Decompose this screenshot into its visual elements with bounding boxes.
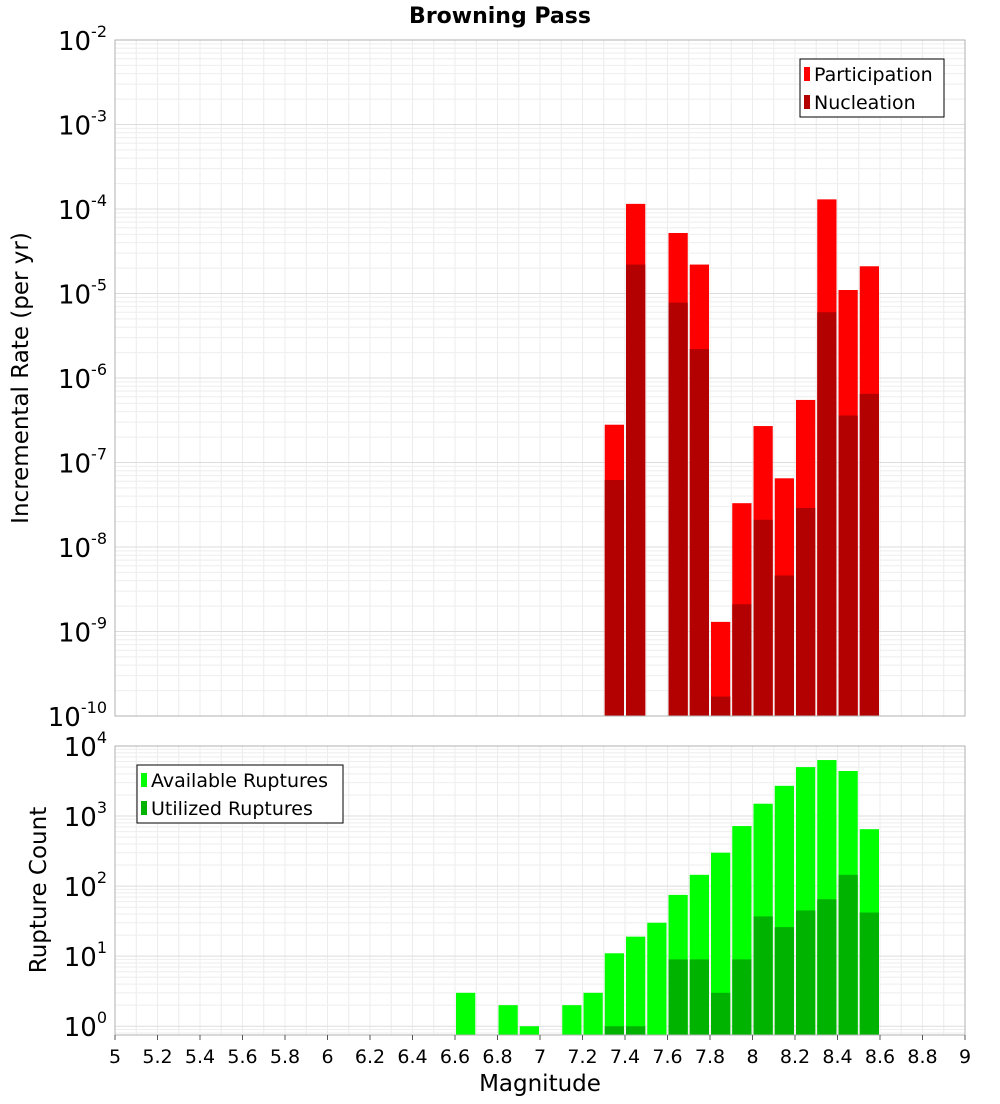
x-tick-label: 6.6: [440, 1046, 470, 1068]
top-y-ticks: 10-10 10-9 10-8 10-7 10-6 10-5 10-4 10-3 10-2: [48, 22, 107, 733]
bottom-y-tick-label: 101: [64, 938, 107, 973]
top-y-tick-label: 10-7: [58, 445, 107, 480]
bottom-bar-available-ruptures: [498, 1005, 518, 1035]
bottom-y-axis-label: Rupture Count: [26, 807, 52, 973]
top-bar-nucleation: [604, 480, 624, 716]
x-tick-label: 6.8: [482, 1046, 512, 1068]
top-legend-label: Participation: [814, 64, 933, 86]
bottom-bar-utilized-ruptures: [859, 912, 879, 1035]
x-tick-label: 5.4: [185, 1046, 215, 1068]
x-tick-label: 5: [109, 1046, 121, 1068]
top-bar-nucleation: [796, 507, 816, 716]
bottom-bar-utilized-ruptures: [817, 899, 837, 1035]
top-y-tick-label: 10-4: [58, 191, 107, 226]
top-legend: Participation Nucleation: [799, 58, 945, 118]
bottom-legend-label: Utilized Ruptures: [151, 798, 313, 820]
bottom-bar-utilized-ruptures: [668, 959, 688, 1035]
bottom-bar-utilized-ruptures: [689, 959, 709, 1035]
top-bar-nucleation: [753, 519, 773, 716]
top-y-tick-label: 10-6: [58, 360, 107, 395]
bottom-bar-utilized-ruptures: [838, 874, 858, 1035]
x-tick-label: 5.6: [227, 1046, 257, 1068]
x-tick-label: 8: [746, 1046, 758, 1068]
top-plot: 10-10 10-9 10-8 10-7 10-6 10-5 10-4 10-3 10-2 Par…: [48, 22, 966, 733]
top-bar-nucleation: [626, 264, 646, 716]
top-legend-swatch: [804, 95, 810, 109]
top-y-tick-label: 10-2: [58, 22, 107, 57]
bottom-bar-available-ruptures: [583, 992, 603, 1035]
top-y-tick-label: 10-8: [58, 529, 107, 564]
top-bar-nucleation: [732, 604, 752, 716]
bottom-bar-utilized-ruptures: [753, 916, 773, 1035]
top-y-tick-label: 10-9: [58, 614, 107, 649]
top-grid: [114, 40, 966, 717]
top-legend-label: Nucleation: [814, 92, 916, 114]
x-ticks: 5 5.2 5.4 5.6 5.8 6 6.2 6.4 6.6 6.8 7 7.2 7.4 7.6 7.8 8…: [109, 1035, 971, 1068]
top-plot-border: [114, 39, 966, 717]
bottom-bar-available-ruptures: [647, 922, 667, 1035]
top-y-tick-label: 10-5: [58, 276, 107, 311]
top-bar-nucleation: [859, 393, 879, 716]
bottom-bar-utilized-ruptures: [774, 927, 794, 1035]
x-tick-label: 8.4: [822, 1046, 852, 1068]
bottom-legend-swatch: [141, 773, 147, 787]
x-tick-label: 6: [321, 1046, 333, 1068]
bottom-bar-utilized-ruptures: [796, 910, 816, 1035]
bottom-bar-available-ruptures: [711, 852, 731, 1035]
x-tick-label: 6.2: [355, 1046, 385, 1068]
bottom-bar-utilized-ruptures: [604, 1026, 624, 1035]
x-tick-label: 5.8: [270, 1046, 300, 1068]
bottom-bar-available-ruptures: [456, 992, 476, 1035]
x-tick-label: 9: [959, 1046, 971, 1068]
top-bar-nucleation: [774, 575, 794, 716]
x-tick-label: 6.4: [397, 1046, 427, 1068]
bottom-y-tick-label: 100: [64, 1008, 107, 1043]
x-tick-label: 7: [534, 1046, 546, 1068]
bottom-bar-available-ruptures: [519, 1026, 539, 1035]
x-axis-label: Magnitude: [479, 1071, 601, 1097]
x-tick-label: 7.2: [567, 1046, 597, 1068]
top-y-tick-label: 10-3: [58, 107, 107, 142]
top-bar-nucleation: [668, 302, 688, 716]
top-legend-box: [799, 58, 945, 118]
bottom-legend-swatch: [141, 801, 147, 815]
top-bars: [604, 199, 879, 717]
bottom-y-tick-label: 102: [64, 868, 107, 903]
top-bar-nucleation: [689, 349, 709, 716]
bottom-bar-available-ruptures: [604, 953, 624, 1035]
x-tick-label: 7.6: [652, 1046, 682, 1068]
x-tick-label: 7.8: [695, 1046, 725, 1068]
x-tick-label: 8.2: [780, 1046, 810, 1068]
top-bar-nucleation: [711, 696, 731, 716]
chart-title: Browning Pass: [409, 4, 591, 29]
top-y-axis-label: Incremental Rate (per yr): [8, 232, 34, 524]
top-legend-swatch: [804, 67, 810, 81]
top-bar-nucleation: [817, 312, 837, 716]
bottom-bars: [456, 760, 879, 1035]
bottom-plot: 100 101 102 103 104 5 5.2 5.4 5.6 5.8 6 6.2 6.4 6.6 6.…: [64, 728, 971, 1068]
top-y-tick-label: 10-10: [48, 698, 107, 733]
bottom-bar-utilized-ruptures: [626, 1026, 646, 1035]
bottom-bar-available-ruptures: [626, 936, 646, 1035]
x-tick-label: 5.2: [142, 1046, 172, 1068]
bottom-y-tick-label: 103: [64, 798, 107, 833]
bottom-y-tick-label: 104: [64, 728, 107, 763]
bottom-bar-available-ruptures: [562, 1005, 582, 1035]
x-tick-label: 8.8: [907, 1046, 937, 1068]
bottom-legend-label: Available Ruptures: [151, 770, 328, 792]
x-tick-label: 8.6: [865, 1046, 895, 1068]
bottom-bar-utilized-ruptures: [732, 959, 752, 1035]
bottom-bar-utilized-ruptures: [711, 992, 731, 1035]
top-bar-participation: [711, 621, 731, 716]
bottom-y-ticks: 100 101 102 103 104: [64, 728, 107, 1043]
bottom-legend: Available Ruptures Utilized Ruptures: [136, 764, 344, 824]
bottom-legend-box: [136, 764, 344, 824]
x-tick-label: 7.4: [610, 1046, 640, 1068]
top-bar-nucleation: [838, 415, 858, 716]
